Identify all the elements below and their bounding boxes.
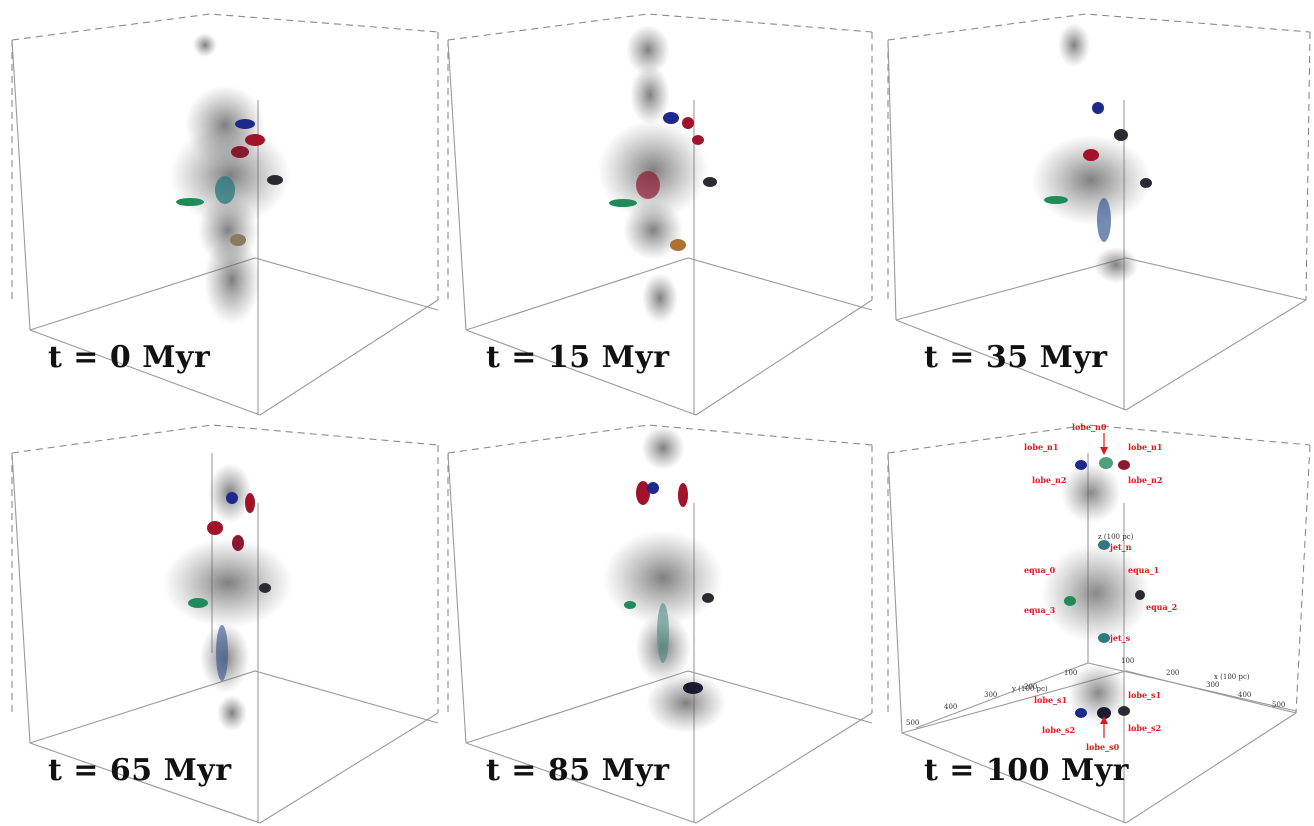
label-lobe-n2-left: lobe_n2 [1032,475,1066,485]
panel-t65-render [11,424,439,824]
arrow-head-n0 [1100,447,1108,455]
label-equa-0: equa_0 [1024,565,1056,575]
panel-t35: t = 35 Myr [876,0,1314,413]
axis-z-label: z (100 pc) [1098,533,1134,541]
panel-t15: t = 15 Myr [438,0,876,416]
label-equa-2: equa_2 [1146,602,1177,612]
tick-y-500: 500 [906,719,919,727]
label-equa-1: equa_1 [1128,565,1159,575]
tick-x-100: 100 [1121,657,1134,665]
label-jet-n: jet_n [1109,542,1132,552]
label-lobe-n1-right: lobe_n1 [1128,442,1162,452]
tick-x-200: 200 [1166,669,1179,677]
time-label: t = 100 Myr [924,753,1129,788]
label-jet-s: jet_s [1109,633,1131,643]
tick-y-200: 200 [1024,683,1037,691]
gas-cloud [1041,463,1151,723]
annotations: lobe_n0 lobe_n1 lobe_n1 lobe_n2 lobe_n2 … [1024,422,1177,752]
tracer-particles [176,119,283,246]
tick-x-300: 300 [1206,681,1219,689]
label-lobe-s2-right: lobe_s2 [1128,723,1161,733]
tracer-particles [188,492,271,681]
arrow-head-s0 [1100,716,1108,724]
axis-x-label: x (100 pc) [1214,673,1250,681]
label-lobe-n0: lobe_n0 [1072,422,1107,432]
time-label: t = 35 Myr [924,340,1108,375]
time-label: t = 0 Myr [48,340,211,375]
label-lobe-s2-left: lobe_s2 [1042,725,1075,735]
label-lobe-s0: lobe_s0 [1086,742,1120,752]
gas-cloud [603,426,726,733]
time-label: t = 65 Myr [48,753,232,788]
bounding-box [887,424,1311,824]
gas-cloud [170,33,290,325]
tick-y-300: 300 [984,691,997,699]
bounding-box [447,13,873,416]
panel-t100-render: lobe_n0 lobe_n1 lobe_n1 lobe_n2 lobe_n2 … [887,422,1311,824]
axis-y-label: y (100 pc) [1011,685,1048,693]
label-lobe-n2-right: lobe_n2 [1128,475,1162,485]
panel-t100: lobe_n0 lobe_n1 lobe_n1 lobe_n2 lobe_n2 … [876,413,1314,826]
panel-t0: t = 0 Myr [0,0,439,416]
tick-x-400: 400 [1238,691,1251,699]
gas-cloud [163,463,293,731]
tracer-particles [624,481,714,694]
panel-t35-render [887,13,1311,411]
panel-t15-render [447,13,873,416]
tick-y-400: 400 [944,703,957,711]
tick-x-500: 500 [1272,701,1285,709]
time-label: t = 15 Myr [486,340,670,375]
tracer-particles [609,112,717,251]
label-equa-3: equa_3 [1024,605,1056,615]
tick-y-100: 100 [1064,669,1077,677]
tracer-particles [1064,457,1145,719]
panel-t85: t = 85 Myr [438,413,876,826]
gas-cloud [598,25,708,323]
panel-t0-render [11,13,439,416]
tracer-particles [1044,102,1152,242]
bounding-box [447,424,873,824]
panel-t85-render [447,424,873,824]
axis-labels: z (100 pc) x (100 pc) y (100 pc) 100 200… [906,533,1285,727]
label-lobe-s1-left: lobe_s1 [1034,695,1067,705]
time-label: t = 85 Myr [486,753,670,788]
label-lobe-s1-right: lobe_s1 [1128,690,1161,700]
label-lobe-n1-left: lobe_n1 [1024,442,1058,452]
panel-t65: t = 65 Myr [0,413,439,826]
